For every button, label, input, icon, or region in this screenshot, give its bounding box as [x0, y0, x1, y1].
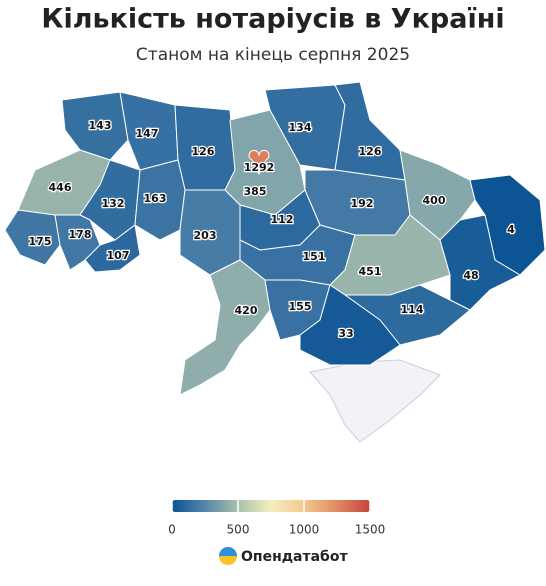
tick-label: 500 — [227, 523, 250, 537]
city-marker — [248, 149, 270, 176]
chart-subtitle: Станом на кінець серпня 2025 — [136, 45, 410, 65]
region — [439, 214, 521, 311]
region — [299, 284, 401, 366]
value-label: 33 — [338, 327, 353, 340]
value-label: 446 — [49, 181, 72, 194]
value-label: 143 — [89, 119, 112, 132]
logo-icon-top — [219, 547, 237, 556]
value-label: 4 — [507, 223, 515, 236]
value-label: 107 — [107, 249, 130, 262]
value-label: 420 — [235, 304, 258, 317]
brand-name: Опендатабот — [241, 549, 348, 565]
value-label: 132 — [102, 197, 125, 210]
value-label: 126 — [359, 145, 382, 158]
tick-label: 1500 — [355, 523, 386, 537]
value-label: 147 — [136, 127, 159, 140]
value-label: 114 — [401, 303, 424, 316]
value-label: 126 — [192, 145, 215, 158]
chart-title: Кількість нотаріусів в Україні — [41, 4, 504, 35]
value-label: 175 — [29, 235, 52, 248]
value-label: 203 — [194, 229, 217, 242]
brand-logo: Опендатабот — [219, 547, 348, 565]
value-label: 400 — [423, 194, 446, 207]
value-label: 385 — [244, 185, 267, 198]
value-label: 451 — [359, 265, 382, 278]
color-legend: 0 500 1000 1500 — [168, 500, 385, 537]
value-label: 151 — [303, 250, 326, 263]
value-label: 163 — [144, 192, 167, 205]
value-label: 178 — [69, 228, 92, 241]
value-label: 155 — [289, 300, 312, 313]
value-label: 192 — [351, 197, 374, 210]
regions — [4, 81, 546, 396]
region — [334, 81, 406, 181]
value-label: 112 — [271, 213, 294, 226]
tick-label: 0 — [168, 523, 176, 537]
value-label: 48 — [463, 269, 478, 282]
value-labels: 143 147 126 1292 385 134 126 446 132 163 203 112 192… — [27, 118, 516, 342]
color-bar — [172, 500, 370, 512]
crimea — [309, 359, 441, 443]
region — [84, 224, 141, 273]
tick-label: 1000 — [289, 523, 320, 537]
region — [179, 259, 271, 396]
value-label: 134 — [289, 121, 312, 134]
value-label: 1292 — [244, 161, 275, 174]
